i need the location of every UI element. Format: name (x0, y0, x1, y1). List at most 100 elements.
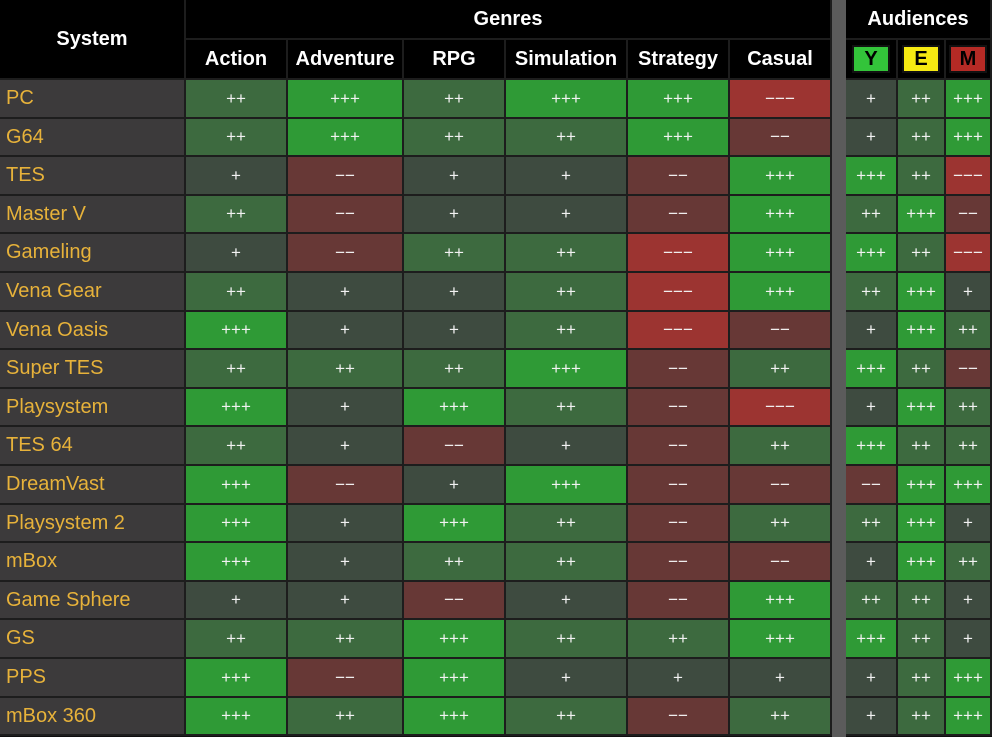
rating-cell-adventure: ++ (288, 350, 404, 389)
rating-cell-simulation: ++ (506, 620, 628, 659)
rating-cell-casual: −− (730, 119, 832, 157)
rating-cell-action: ++ (186, 80, 288, 119)
column-separator (832, 0, 846, 737)
rating-cell-strategy: −− (628, 427, 730, 466)
rating-cell-strategy: + (628, 659, 730, 698)
rating-cell-audience-e: ++ (898, 659, 946, 698)
genre-header-simulation: Simulation (506, 40, 628, 80)
system-name: Playsystem (0, 389, 186, 427)
rating-cell-rpg: ++ (404, 543, 506, 582)
audience-header-y: Y (846, 40, 898, 80)
rating-cell-rpg: +++ (404, 698, 506, 736)
rating-cell-audience-y: −− (846, 466, 898, 505)
rating-cell-strategy: −− (628, 582, 730, 620)
rating-cell-adventure: + (288, 427, 404, 466)
rating-cell-adventure: −− (288, 234, 404, 273)
rating-cell-audience-m: −−− (946, 157, 992, 196)
rating-cell-strategy: −−− (628, 312, 730, 350)
rating-cell-simulation: ++ (506, 505, 628, 543)
system-name: Master V (0, 196, 186, 234)
rating-cell-audience-y: + (846, 389, 898, 427)
rating-cell-action: ++ (186, 350, 288, 389)
rating-cell-adventure: + (288, 582, 404, 620)
rating-cell-rpg: + (404, 312, 506, 350)
rating-cell-audience-e: ++ (898, 80, 946, 119)
rating-cell-audience-e: ++ (898, 119, 946, 157)
rating-cell-action: +++ (186, 466, 288, 505)
rating-cell-strategy: −− (628, 196, 730, 234)
rating-cell-adventure: + (288, 389, 404, 427)
rating-cell-strategy: +++ (628, 80, 730, 119)
rating-cell-audience-y: + (846, 543, 898, 582)
rating-cell-action: ++ (186, 620, 288, 659)
rating-cell-rpg: +++ (404, 389, 506, 427)
rating-cell-audience-e: ++ (898, 157, 946, 196)
genre-header-rpg: RPG (404, 40, 506, 80)
rating-cell-casual: +++ (730, 157, 832, 196)
rating-cell-audience-y: +++ (846, 620, 898, 659)
rating-cell-casual: ++ (730, 505, 832, 543)
rating-cell-simulation: + (506, 196, 628, 234)
rating-cell-audience-e: +++ (898, 273, 946, 312)
rating-cell-casual: −−− (730, 80, 832, 119)
rating-cell-strategy: −− (628, 505, 730, 543)
rating-cell-audience-m: −− (946, 350, 992, 389)
system-name: PC (0, 80, 186, 119)
rating-cell-action: ++ (186, 427, 288, 466)
rating-cell-simulation: +++ (506, 350, 628, 389)
rating-cell-casual: + (730, 659, 832, 698)
rating-cell-audience-y: ++ (846, 505, 898, 543)
rating-cell-strategy: −− (628, 543, 730, 582)
rating-cell-simulation: ++ (506, 698, 628, 736)
rating-cell-adventure: −− (288, 157, 404, 196)
rating-cell-rpg: −− (404, 427, 506, 466)
system-name: Gameling (0, 234, 186, 273)
rating-cell-adventure: + (288, 543, 404, 582)
rating-cell-casual: −− (730, 312, 832, 350)
system-name: TES 64 (0, 427, 186, 466)
rating-cell-rpg: + (404, 196, 506, 234)
rating-cell-audience-m: + (946, 273, 992, 312)
rating-cell-audience-m: + (946, 620, 992, 659)
rating-cell-audience-y: ++ (846, 582, 898, 620)
rating-cell-casual: ++ (730, 427, 832, 466)
rating-cell-adventure: ++ (288, 698, 404, 736)
rating-cell-action: + (186, 582, 288, 620)
rating-cell-rpg: ++ (404, 350, 506, 389)
rating-cell-rpg: + (404, 273, 506, 312)
rating-cell-adventure: +++ (288, 119, 404, 157)
rating-cell-audience-y: ++ (846, 196, 898, 234)
rating-cell-audience-y: + (846, 119, 898, 157)
rating-cell-casual: ++ (730, 350, 832, 389)
rating-cell-audience-m: ++ (946, 312, 992, 350)
rating-cell-audience-m: + (946, 505, 992, 543)
rating-cell-strategy: +++ (628, 119, 730, 157)
rating-cell-rpg: −− (404, 582, 506, 620)
rating-cell-action: +++ (186, 505, 288, 543)
rating-cell-action: ++ (186, 196, 288, 234)
rating-cell-casual: +++ (730, 582, 832, 620)
rating-cell-audience-m: −−− (946, 234, 992, 273)
rating-cell-simulation: + (506, 427, 628, 466)
system-name: mBox 360 (0, 698, 186, 736)
rating-cell-audience-e: +++ (898, 196, 946, 234)
rating-cell-strategy: −− (628, 466, 730, 505)
rating-cell-audience-m: +++ (946, 466, 992, 505)
rating-cell-audience-y: +++ (846, 234, 898, 273)
rating-cell-simulation: +++ (506, 80, 628, 119)
rating-cell-action: +++ (186, 698, 288, 736)
rating-cell-adventure: + (288, 312, 404, 350)
rating-cell-audience-m: −− (946, 196, 992, 234)
rating-cell-rpg: ++ (404, 80, 506, 119)
system-name: GS (0, 620, 186, 659)
system-name: Vena Oasis (0, 312, 186, 350)
system-name: Vena Gear (0, 273, 186, 312)
genre-header-adventure: Adventure (288, 40, 404, 80)
rating-cell-adventure: ++ (288, 620, 404, 659)
rating-cell-simulation: ++ (506, 543, 628, 582)
system-name: mBox (0, 543, 186, 582)
rating-cell-strategy: ++ (628, 620, 730, 659)
rating-cell-simulation: + (506, 582, 628, 620)
rating-cell-adventure: + (288, 505, 404, 543)
rating-cell-strategy: −− (628, 350, 730, 389)
